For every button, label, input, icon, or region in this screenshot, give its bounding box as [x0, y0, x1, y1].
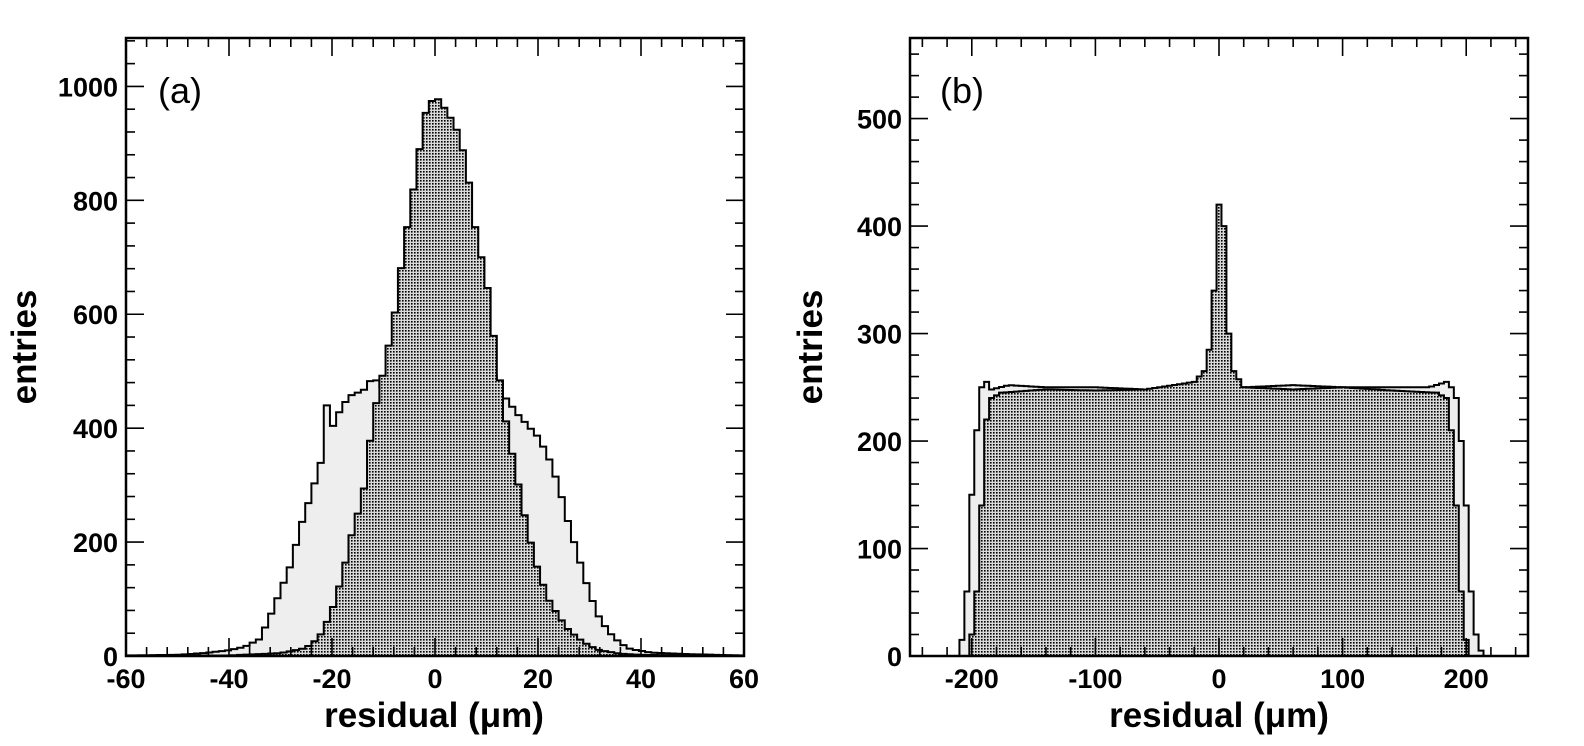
- panel-a-x-tick-label: 0: [427, 664, 442, 694]
- panel-b-y-axis-title: entries: [791, 290, 830, 405]
- panel-b-x-tick-label: -100: [1068, 664, 1122, 694]
- panel-a-y-tick-label: 400: [73, 414, 118, 444]
- panel-a-x-tick-label: -20: [312, 664, 351, 694]
- panel-a-x-tick-label: 20: [523, 664, 553, 694]
- panel-a-x-tick-label: 60: [729, 664, 759, 694]
- panel-b-y-tick-label: 100: [857, 535, 902, 565]
- panel-b-x-tick-label: 0: [1211, 664, 1226, 694]
- panel-a-series-narrow-distribution: [125, 98, 745, 657]
- panel-a-x-tick-label: 40: [626, 664, 656, 694]
- panel-a-y-tick-label: 0: [103, 642, 118, 672]
- panel-b-x-tick-label: -200: [945, 664, 999, 694]
- panel-a-x-axis-title: residual (μm): [324, 696, 544, 735]
- panel-b-y-tick-label: 400: [857, 212, 902, 242]
- panel-b-y-tick-label: 200: [857, 427, 902, 457]
- panel-b-series-peaked-distribution: [910, 203, 1528, 657]
- panel-b-x-tick-label: 200: [1444, 664, 1489, 694]
- panel-b-label: (b): [940, 70, 984, 111]
- panel-b-y-tick-label: 0: [887, 642, 902, 672]
- panel-b-plot-area: -200 -100 0 100 200 0 100 200 300 400 500: [857, 36, 1530, 694]
- panel-b-y-tick-label: 500: [857, 105, 902, 135]
- panel-b-x-axis-title: residual (μm): [1109, 696, 1329, 735]
- panel-a-x-tick-label: -60: [106, 664, 145, 694]
- panel-a-y-tick-label: 1000: [58, 72, 118, 102]
- panel-b: -200 -100 0 100 200 0 100 200 300 400 500 (b) resi…: [791, 36, 1530, 735]
- panel-a-x-tick-label: -40: [209, 664, 248, 694]
- panel-a-y-tick-label: 800: [73, 186, 118, 216]
- panel-a-y-tick-label: 600: [73, 300, 118, 330]
- panel-b-y-tick-label: 300: [857, 320, 902, 350]
- panel-b-x-tick-label: 100: [1320, 664, 1365, 694]
- panel-a-label: (a): [158, 70, 202, 111]
- panel-a-y-tick-label: 200: [73, 528, 118, 558]
- panel-a-y-axis-title: entries: [5, 290, 44, 405]
